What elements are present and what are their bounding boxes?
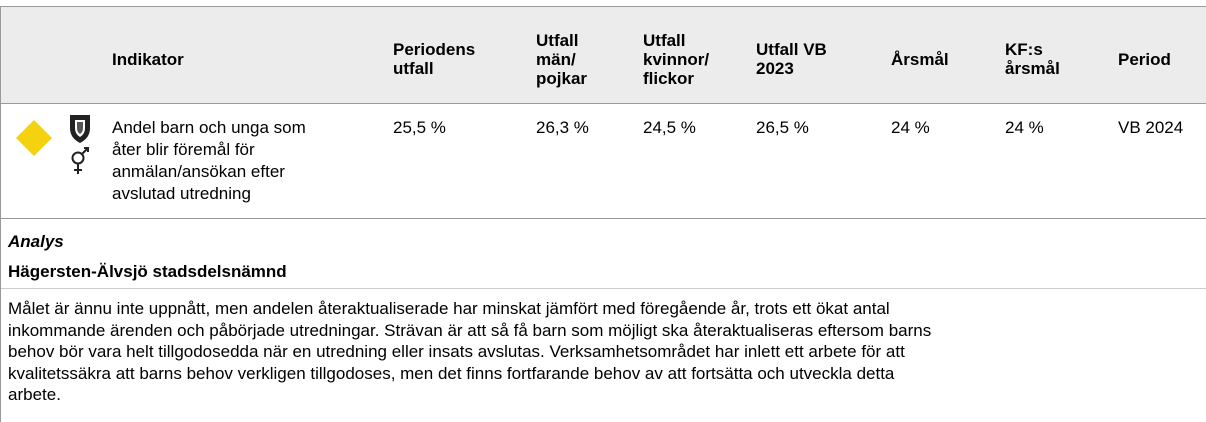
column-header: 2023 xyxy=(756,59,794,78)
analysis-border xyxy=(0,288,1206,289)
column-header: utfall xyxy=(393,59,434,78)
column-header: flickor xyxy=(643,68,695,88)
unit-name: Hägersten-Älvsjö stadsdelsnämnd xyxy=(8,262,287,281)
cell-value: 25,5 % xyxy=(393,118,446,137)
cell-value: 24 % xyxy=(1005,118,1044,137)
column-header: Indikator xyxy=(112,49,184,69)
column-header: pojkar xyxy=(536,68,588,88)
header-border xyxy=(0,103,1206,104)
row-border xyxy=(0,218,1206,219)
icons xyxy=(70,115,90,174)
cell-value: VB 2024 xyxy=(1118,118,1184,137)
analysis-text: kvalitetssäkra att barns behov verkligen… xyxy=(8,363,895,383)
indicator-text: avslutad utredning xyxy=(112,184,251,203)
column-header: Utfall xyxy=(643,30,686,50)
column-header: KF:s xyxy=(1005,40,1043,59)
indicator-text: anmälan/ansökan efter xyxy=(112,162,285,181)
column-header: Utfall VB xyxy=(756,40,827,59)
indicator-text: Andel barn och unga som xyxy=(112,118,306,137)
analysis-text: Målet är ännu inte uppnått, men andelen … xyxy=(8,299,890,318)
column-header: Periodens xyxy=(393,40,476,59)
indicator-text: åter blir föremål för xyxy=(112,140,255,159)
column-header: Period xyxy=(1118,49,1171,69)
analysis-heading: Analys xyxy=(8,232,64,251)
cell-value: 24 % xyxy=(891,118,930,137)
cell-value: 26,3 % xyxy=(536,118,589,137)
top-border xyxy=(0,6,1206,7)
header-bg xyxy=(1,7,1206,103)
analysis-text: behov bör vara helt tillgodosedda när en… xyxy=(8,342,905,361)
column-header: kvinnor/ xyxy=(643,49,710,69)
left-border xyxy=(0,6,1,422)
cell-value: 24,5 % xyxy=(643,118,696,137)
column-header: Utfall xyxy=(536,30,579,50)
column-header: män/ xyxy=(536,49,576,69)
column-header: Årsmål xyxy=(891,49,949,69)
cell-value: 26,5 % xyxy=(756,118,809,137)
analysis-text: inkommande ärenden och påbörjade utredni… xyxy=(8,320,932,340)
analysis-text: arbete. xyxy=(8,385,61,404)
status-diamond xyxy=(16,120,52,156)
column-header: årsmål xyxy=(1005,59,1060,78)
